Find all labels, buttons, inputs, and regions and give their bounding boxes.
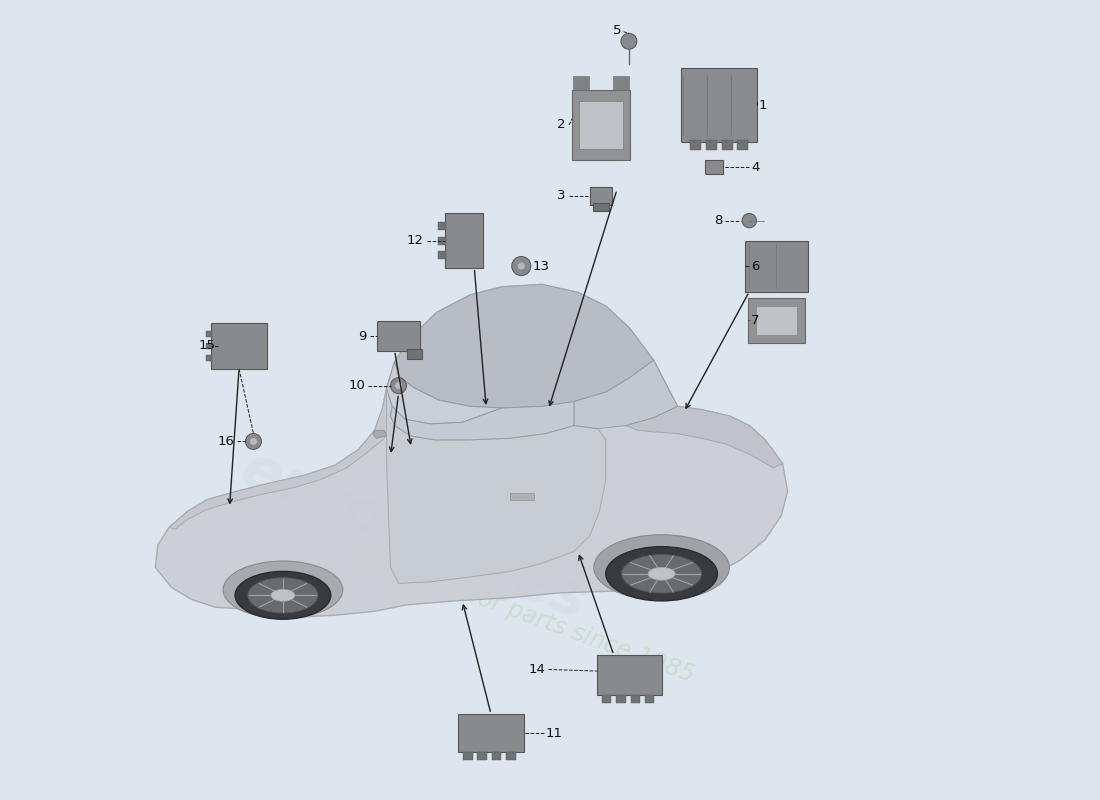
Bar (439, 251, 447, 259)
Polygon shape (155, 285, 788, 617)
Bar (444, 214, 483, 268)
Bar (706, 140, 717, 150)
Text: eurospares: eurospares (612, 139, 893, 182)
Ellipse shape (594, 534, 729, 600)
Text: 16: 16 (218, 435, 234, 448)
Bar (377, 321, 420, 351)
Bar (572, 90, 629, 160)
Circle shape (395, 382, 403, 390)
Bar (579, 101, 624, 149)
Text: 1: 1 (759, 98, 768, 111)
Text: 10: 10 (349, 379, 365, 392)
Bar (756, 306, 798, 334)
Text: 14: 14 (528, 663, 546, 676)
Bar (597, 655, 662, 695)
Text: 15: 15 (198, 339, 216, 352)
Text: eurospares: eurospares (233, 440, 596, 631)
Text: 9: 9 (359, 330, 366, 342)
Bar (737, 140, 748, 150)
Bar (439, 222, 447, 230)
Polygon shape (626, 406, 783, 468)
Text: 2: 2 (558, 118, 565, 131)
Bar (492, 752, 502, 760)
Polygon shape (169, 388, 395, 529)
Bar (645, 695, 654, 703)
Polygon shape (386, 388, 606, 583)
Ellipse shape (606, 546, 717, 601)
Text: 7: 7 (751, 314, 759, 326)
Text: 12: 12 (407, 234, 424, 247)
Text: a passion for parts since 1985: a passion for parts since 1985 (354, 543, 697, 687)
Bar (206, 354, 212, 361)
Bar (705, 160, 723, 174)
Circle shape (250, 438, 257, 446)
Circle shape (742, 214, 757, 228)
Circle shape (517, 262, 526, 270)
Ellipse shape (235, 571, 331, 619)
Bar (573, 75, 590, 90)
Bar (691, 140, 702, 150)
Bar (463, 752, 473, 760)
Text: 3: 3 (558, 190, 565, 202)
Ellipse shape (248, 578, 318, 613)
Text: 8: 8 (714, 214, 723, 227)
Ellipse shape (621, 554, 702, 593)
Bar (407, 349, 421, 358)
Text: 5: 5 (614, 23, 622, 37)
Polygon shape (373, 430, 386, 438)
Bar (681, 68, 757, 142)
Polygon shape (395, 285, 653, 408)
Bar (477, 752, 487, 760)
Bar (602, 695, 612, 703)
Text: 6: 6 (751, 259, 759, 273)
Bar (459, 714, 524, 752)
Circle shape (512, 257, 531, 276)
Bar (510, 494, 535, 500)
Bar (206, 330, 212, 337)
Bar (593, 203, 609, 211)
Ellipse shape (648, 567, 675, 580)
Bar (613, 75, 629, 90)
Polygon shape (390, 402, 574, 440)
Text: 11: 11 (546, 726, 562, 740)
Circle shape (621, 34, 637, 50)
Bar (211, 322, 267, 369)
Bar (590, 187, 613, 205)
Bar (748, 298, 805, 342)
Text: 13: 13 (532, 259, 550, 273)
Bar (723, 140, 734, 150)
Polygon shape (386, 362, 503, 424)
Bar (745, 241, 808, 291)
Bar (616, 695, 626, 703)
Bar (439, 237, 447, 245)
Bar (506, 752, 516, 760)
Bar (206, 342, 212, 349)
Circle shape (245, 434, 262, 450)
Text: 4: 4 (751, 161, 759, 174)
Bar (630, 695, 640, 703)
Polygon shape (574, 360, 678, 429)
Circle shape (390, 378, 407, 394)
Ellipse shape (223, 561, 343, 618)
Ellipse shape (271, 590, 295, 602)
